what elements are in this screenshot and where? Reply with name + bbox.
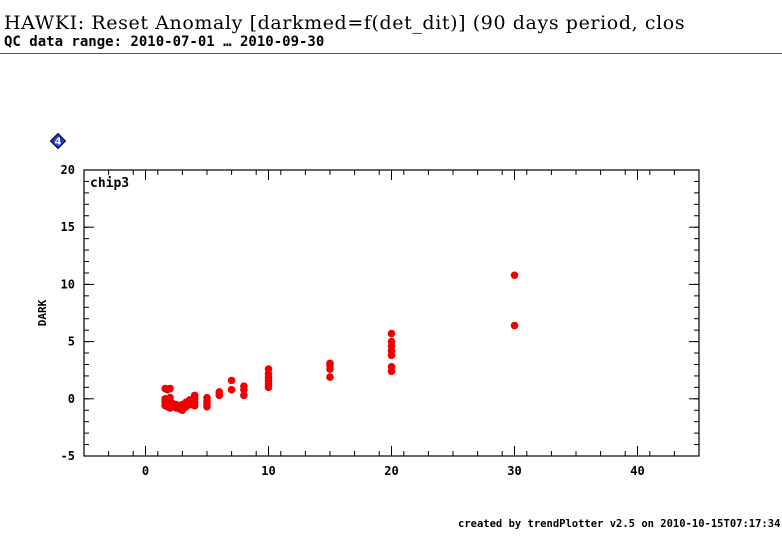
data-point [203,403,211,411]
x-tick-label: 40 [630,464,644,478]
data-point [215,391,224,400]
x-tick-label: 0 [142,464,149,478]
x-tick-label: 20 [384,464,398,478]
y-tick-label: 5 [68,335,75,349]
y-tick-label: 0 [68,392,75,406]
data-point [387,367,396,376]
panel-label: chip3 [90,176,129,191]
data-points [161,271,519,415]
y-tick-label: 20 [61,163,75,177]
data-point [240,391,248,400]
header-divider [0,53,782,54]
badge-diamond [50,133,66,149]
x-tick-label: 30 [507,464,521,478]
data-point [227,376,236,385]
data-point [326,373,334,381]
y-tick-label: 15 [61,220,75,234]
data-point [387,351,396,360]
plot-frame [83,169,700,457]
page-title: HAWKI: Reset Anomaly [darkmed=f(det_dit)… [4,12,686,34]
panel-badge-icon: 4 [50,133,66,149]
data-point [264,383,273,392]
axis-ticks: 0 10 20 30 40 -5 0 5 10 15 20 [61,163,700,478]
data-point [326,365,334,373]
y-axis-label: DARK [36,299,49,326]
data-point [240,385,248,394]
qc-data-range: QC data range: 2010-07-01 … 2010-09-30 [4,34,325,50]
y-tick-label: -5 [61,449,75,463]
badge-number: 4 [55,137,62,148]
data-point [510,321,519,330]
data-point [166,384,174,393]
data-point [227,385,236,394]
x-tick-label: 10 [261,464,275,478]
data-point [510,271,519,280]
data-point [190,401,199,410]
data-point [387,329,396,338]
footer-credit: created by trendPlotter v2.5 on 2010-10-… [458,518,781,530]
y-tick-label: 10 [61,277,75,291]
